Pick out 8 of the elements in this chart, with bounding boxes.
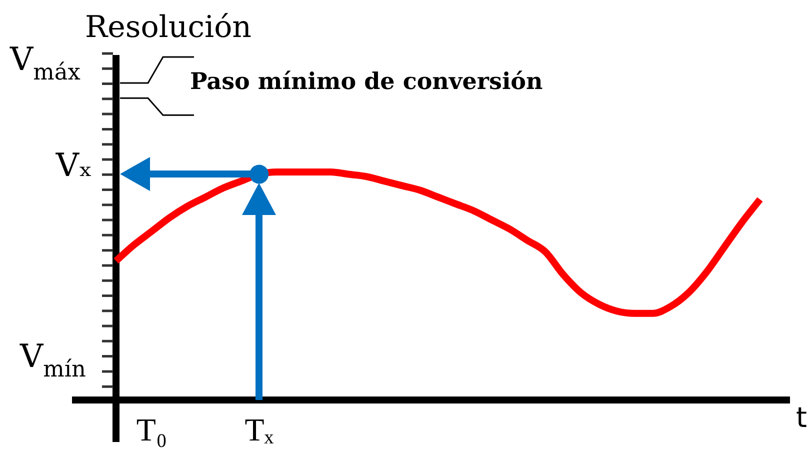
y-axis-title: Resolución — [85, 10, 252, 45]
text: Paso mínimo de conversión — [190, 68, 543, 95]
x-axis-title: t — [796, 401, 807, 434]
x-tick-label: Tₓ — [244, 412, 274, 448]
text: Vₓ — [56, 146, 92, 184]
text: V$_{mín}$ — [20, 337, 86, 382]
x-tick-label: T₀ — [136, 412, 168, 448]
text: V$_{máx}$ — [10, 40, 80, 86]
